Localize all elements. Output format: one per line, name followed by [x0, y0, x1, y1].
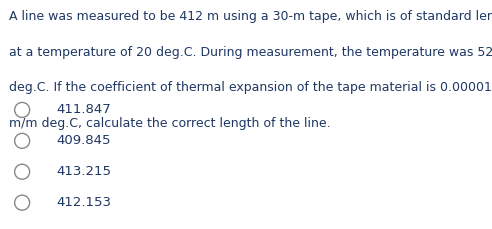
Text: A line was measured to be 412 m using a 30-m tape, which is of standard length: A line was measured to be 412 m using a … [9, 10, 492, 23]
Text: 411.847: 411.847 [57, 104, 111, 116]
Text: 412.153: 412.153 [57, 196, 112, 209]
Text: at a temperature of 20 deg.C. During measurement, the temperature was 52: at a temperature of 20 deg.C. During mea… [9, 46, 492, 59]
Text: 413.215: 413.215 [57, 165, 112, 178]
Text: deg.C. If the coefficient of thermal expansion of the tape material is 0.0000116: deg.C. If the coefficient of thermal exp… [9, 81, 492, 94]
Text: 409.845: 409.845 [57, 134, 111, 147]
Text: m/m deg.C, calculate the correct length of the line.: m/m deg.C, calculate the correct length … [9, 117, 331, 130]
